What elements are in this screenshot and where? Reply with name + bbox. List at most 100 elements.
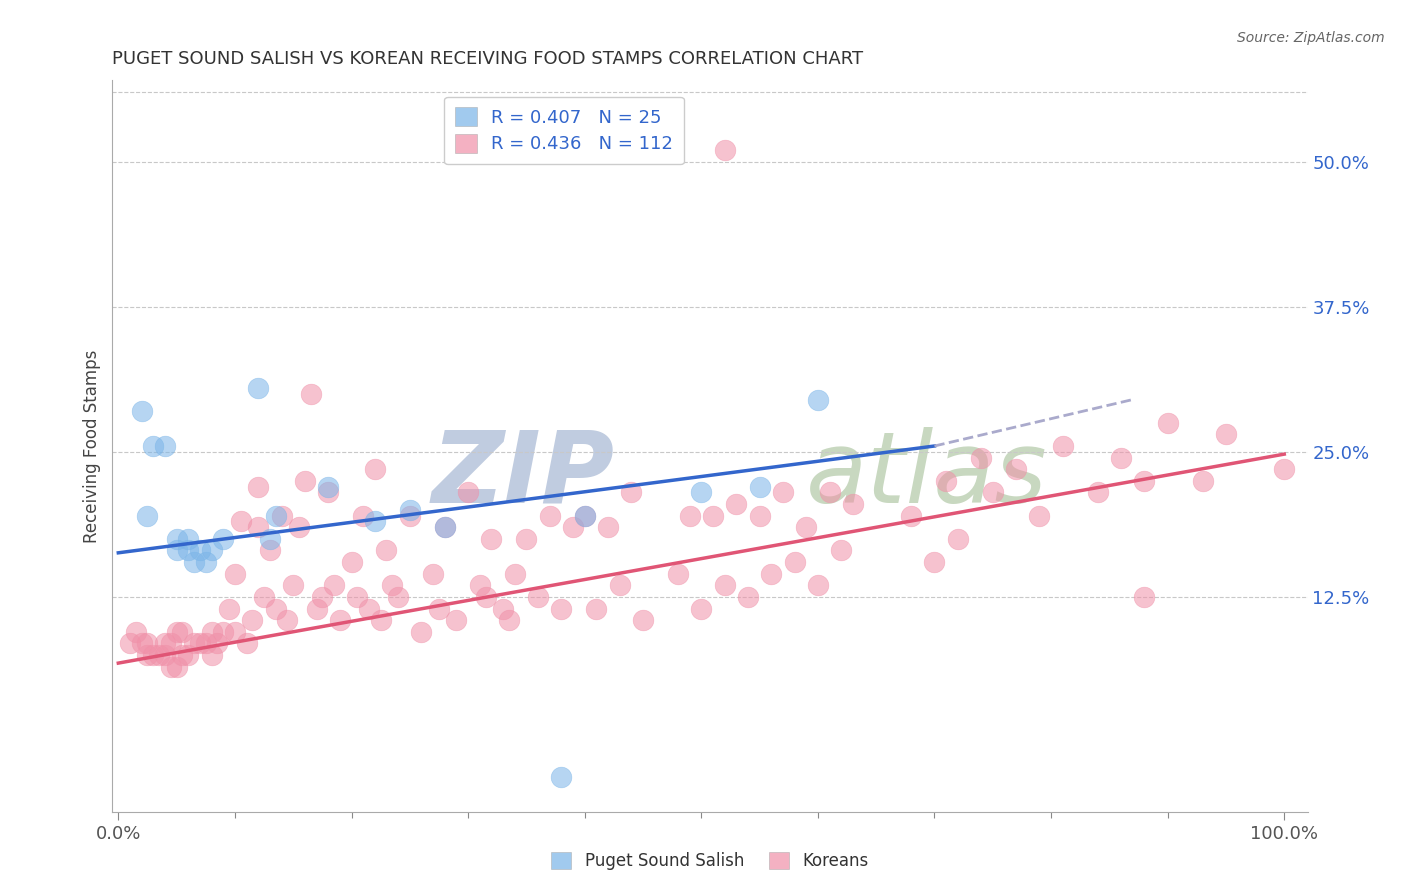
Point — [264, 601, 287, 615]
Y-axis label: Receiving Food Stamps: Receiving Food Stamps — [83, 350, 101, 542]
Point — [125, 624, 148, 639]
Point — [1191, 474, 1213, 488]
Point — [305, 601, 328, 615]
Point — [503, 566, 526, 581]
Point — [166, 659, 188, 673]
Point — [299, 386, 322, 401]
Point — [498, 613, 520, 627]
Point — [1156, 416, 1178, 430]
Point — [761, 566, 783, 581]
Point — [1028, 508, 1050, 523]
Point — [207, 636, 229, 650]
Point — [585, 601, 607, 615]
Point — [329, 613, 352, 627]
Point — [148, 648, 170, 662]
Point — [748, 480, 770, 494]
Point — [131, 404, 153, 418]
Point — [527, 590, 550, 604]
Point — [433, 520, 456, 534]
Point — [713, 578, 735, 592]
Point — [153, 636, 176, 650]
Point — [783, 555, 806, 569]
Point — [194, 555, 217, 569]
Point — [200, 624, 222, 639]
Point — [159, 659, 181, 673]
Point — [136, 508, 159, 523]
Point — [713, 143, 735, 157]
Point — [946, 532, 969, 546]
Point — [247, 381, 270, 395]
Point — [212, 532, 235, 546]
Point — [690, 601, 713, 615]
Point — [294, 474, 316, 488]
Text: atlas: atlas — [806, 426, 1047, 524]
Point — [177, 543, 200, 558]
Point — [264, 508, 287, 523]
Point — [340, 555, 363, 569]
Point — [142, 648, 165, 662]
Text: PUGET SOUND SALISH VS KOREAN RECEIVING FOOD STAMPS CORRELATION CHART: PUGET SOUND SALISH VS KOREAN RECEIVING F… — [112, 50, 863, 68]
Point — [200, 543, 222, 558]
Point — [131, 636, 153, 650]
Point — [172, 624, 194, 639]
Point — [316, 480, 339, 494]
Point — [748, 508, 770, 523]
Point — [323, 578, 346, 592]
Point — [352, 508, 374, 523]
Point — [136, 648, 159, 662]
Point — [172, 648, 194, 662]
Point — [177, 648, 200, 662]
Point — [188, 543, 211, 558]
Point — [357, 601, 380, 615]
Point — [212, 624, 235, 639]
Point — [492, 601, 515, 615]
Point — [1215, 427, 1237, 442]
Point — [276, 613, 298, 627]
Text: ZIP: ZIP — [432, 426, 614, 524]
Point — [166, 624, 188, 639]
Point — [1272, 462, 1295, 476]
Point — [807, 392, 830, 407]
Point — [166, 543, 188, 558]
Point — [224, 624, 246, 639]
Point — [387, 590, 409, 604]
Point — [970, 450, 993, 465]
Point — [515, 532, 537, 546]
Point — [596, 520, 619, 534]
Point — [725, 497, 748, 511]
Point — [235, 636, 257, 650]
Point — [772, 485, 794, 500]
Point — [242, 613, 264, 627]
Point — [370, 613, 392, 627]
Point — [177, 532, 200, 546]
Point — [807, 578, 830, 592]
Point — [200, 648, 222, 662]
Point — [270, 508, 292, 523]
Text: Source: ZipAtlas.com: Source: ZipAtlas.com — [1237, 31, 1385, 45]
Point — [288, 520, 311, 534]
Point — [935, 474, 957, 488]
Point — [1109, 450, 1132, 465]
Point — [1133, 590, 1156, 604]
Point — [981, 485, 1004, 500]
Point — [538, 508, 561, 523]
Point — [253, 590, 276, 604]
Legend: Puget Sound Salish, Koreans: Puget Sound Salish, Koreans — [544, 845, 876, 877]
Point — [794, 520, 817, 534]
Point — [183, 636, 205, 650]
Point — [678, 508, 700, 523]
Point — [311, 590, 333, 604]
Point — [666, 566, 689, 581]
Point — [1005, 462, 1028, 476]
Point — [690, 485, 713, 500]
Point — [830, 543, 852, 558]
Point — [474, 590, 496, 604]
Point — [818, 485, 841, 500]
Point — [702, 508, 724, 523]
Point — [218, 601, 240, 615]
Point — [375, 543, 398, 558]
Point — [457, 485, 479, 500]
Point — [398, 503, 420, 517]
Point — [166, 532, 188, 546]
Point — [118, 636, 141, 650]
